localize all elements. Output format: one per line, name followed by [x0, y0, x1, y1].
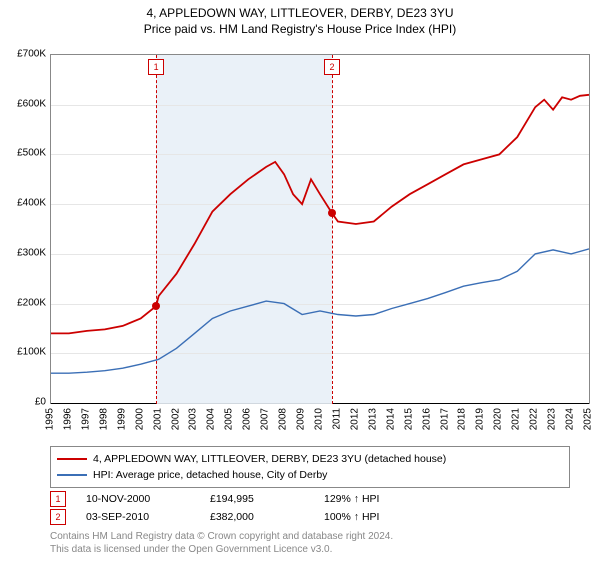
sale-date: 10-NOV-2000 [86, 493, 196, 505]
x-axis-label: 2003 [188, 408, 199, 430]
attribution-line: This data is licensed under the Open Gov… [50, 543, 393, 556]
legend-row: 4, APPLEDOWN WAY, LITTLEOVER, DERBY, DE2… [57, 451, 563, 467]
x-axis-label: 2017 [439, 408, 450, 430]
legend-label: HPI: Average price, detached house, City… [93, 469, 327, 481]
sales-table: 1 10-NOV-2000 £194,995 129% ↑ HPI 2 03-S… [50, 490, 570, 526]
x-axis-label: 2019 [475, 408, 486, 430]
x-axis-label: 2002 [170, 408, 181, 430]
sale-marker-point [328, 209, 336, 217]
sale-row: 2 03-SEP-2010 £382,000 100% ↑ HPI [50, 508, 570, 526]
attribution-line: Contains HM Land Registry data © Crown c… [50, 530, 393, 543]
x-axis-label: 2024 [565, 408, 576, 430]
x-axis-label: 2011 [331, 408, 342, 430]
x-axis-label: 2014 [385, 408, 396, 430]
sale-price: £194,995 [210, 493, 310, 505]
x-axis-label: 1997 [80, 408, 91, 430]
sale-hpi-pct: 129% ↑ HPI [324, 493, 444, 505]
x-axis-label: 2020 [493, 408, 504, 430]
sale-marker-box: 2 [50, 509, 66, 525]
y-axis-label: £200K [17, 297, 46, 308]
legend-row: HPI: Average price, detached house, City… [57, 467, 563, 483]
chart-area: 12 £0£100K£200K£300K£400K£500K£600K£700K… [50, 54, 590, 434]
x-axis-label: 2023 [547, 408, 558, 430]
sale-marker-box: 1 [50, 491, 66, 507]
x-axis-label: 1998 [98, 408, 109, 430]
x-axis-label: 1996 [62, 408, 73, 430]
series-price_paid [51, 95, 589, 334]
x-axis-label: 2013 [367, 408, 378, 430]
x-axis-label: 2012 [349, 408, 360, 430]
x-axis-label: 1995 [45, 408, 56, 430]
attribution: Contains HM Land Registry data © Crown c… [50, 530, 393, 556]
legend-label: 4, APPLEDOWN WAY, LITTLEOVER, DERBY, DE2… [93, 453, 446, 465]
x-axis-label: 2008 [278, 408, 289, 430]
y-axis-label: £600K [17, 98, 46, 109]
chart-title: 4, APPLEDOWN WAY, LITTLEOVER, DERBY, DE2… [0, 6, 600, 20]
x-axis-label: 2001 [152, 408, 163, 430]
series-hpi [51, 249, 589, 373]
legend-swatch [57, 458, 87, 460]
sale-marker-point [152, 302, 160, 310]
x-axis-label: 2005 [224, 408, 235, 430]
chart-svg [51, 55, 589, 403]
sale-hpi-pct: 100% ↑ HPI [324, 511, 444, 523]
x-axis-label: 2004 [206, 408, 217, 430]
y-axis-label: £0 [35, 397, 46, 408]
y-axis-label: £300K [17, 247, 46, 258]
legend: 4, APPLEDOWN WAY, LITTLEOVER, DERBY, DE2… [50, 446, 570, 488]
x-axis-label: 2016 [421, 408, 432, 430]
x-axis-label: 2000 [134, 408, 145, 430]
x-axis-label: 2006 [242, 408, 253, 430]
x-axis-label: 2018 [457, 408, 468, 430]
x-axis-label: 2010 [314, 408, 325, 430]
plot-area: 12 [50, 54, 590, 404]
chart-subtitle: Price paid vs. HM Land Registry's House … [0, 22, 600, 36]
x-axis-label: 2007 [260, 408, 271, 430]
sale-price: £382,000 [210, 511, 310, 523]
x-axis-label: 2021 [511, 408, 522, 430]
y-axis-label: £700K [17, 49, 46, 60]
x-axis-label: 1999 [116, 408, 127, 430]
y-axis-label: £500K [17, 148, 46, 159]
y-axis-label: £400K [17, 198, 46, 209]
sale-date: 03-SEP-2010 [86, 511, 196, 523]
sale-row: 1 10-NOV-2000 £194,995 129% ↑ HPI [50, 490, 570, 508]
x-axis-label: 2022 [529, 408, 540, 430]
x-axis-label: 2015 [403, 408, 414, 430]
x-axis-label: 2009 [296, 408, 307, 430]
x-axis-label: 2025 [583, 408, 594, 430]
y-axis-label: £100K [17, 347, 46, 358]
legend-swatch [57, 474, 87, 476]
